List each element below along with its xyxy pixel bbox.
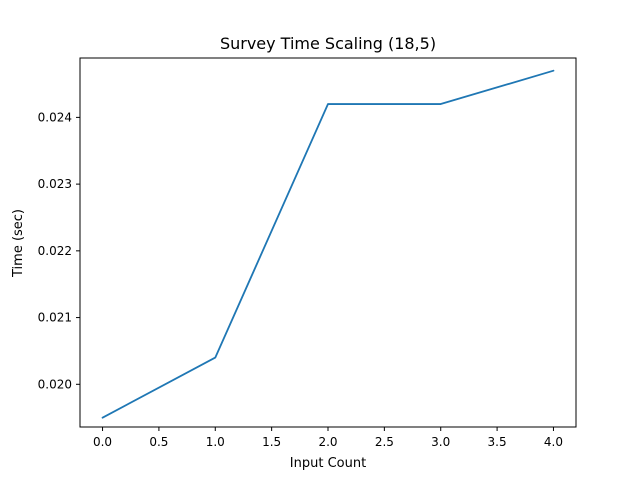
y-tick-label: 0.021	[38, 311, 72, 325]
y-tick-label: 0.024	[38, 110, 72, 124]
x-tick-label: 4.0	[544, 435, 563, 449]
y-tick-label: 0.023	[38, 177, 72, 191]
series-line	[101, 69, 555, 419]
x-tick-label: 0.0	[93, 435, 112, 449]
x-tick-label: 2.5	[375, 435, 394, 449]
y-tick-label: 0.020	[38, 377, 72, 391]
x-tick-label: 1.0	[206, 435, 225, 449]
y-tick-label: 0.022	[38, 244, 72, 258]
x-tick-label: 0.5	[149, 435, 168, 449]
x-axis-label: Input Count	[290, 456, 366, 471]
axes-frame	[79, 57, 577, 428]
x-tick-label: 3.0	[431, 435, 450, 449]
x-tick-label: 1.5	[262, 435, 281, 449]
x-tick-label: 2.0	[318, 435, 337, 449]
plot-area: 0.0 0.5 1.0 1.5 2.0 2.5 3.0 3.5 4.0 0.020 0.021 0.0…	[38, 69, 563, 449]
y-axis-label: Time (sec)	[11, 209, 26, 278]
chart-title: Survey Time Scaling (18,5)	[220, 34, 436, 53]
x-tick-label: 3.5	[488, 435, 507, 449]
